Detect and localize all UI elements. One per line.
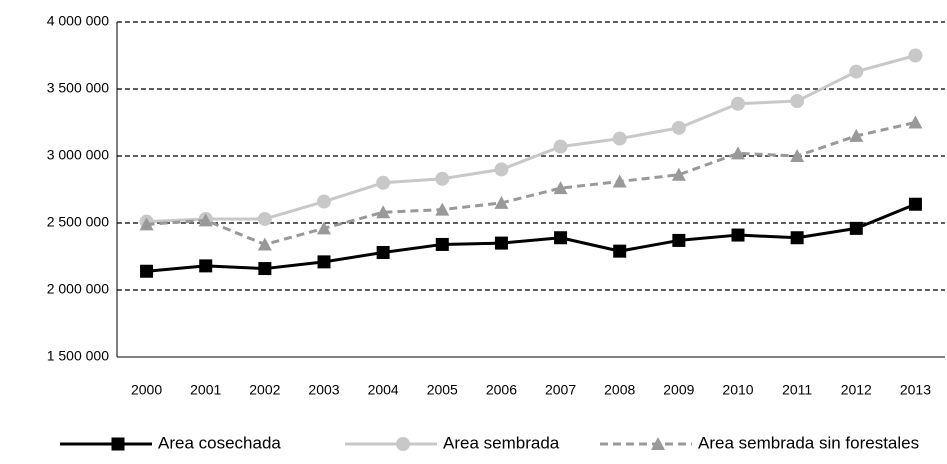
data-point bbox=[554, 231, 568, 245]
data-point bbox=[672, 233, 686, 247]
y-tick-label: 2 000 000 bbox=[47, 281, 109, 297]
data-point bbox=[140, 264, 154, 278]
series-line bbox=[146, 202, 916, 273]
data-point bbox=[849, 221, 863, 235]
data-point bbox=[908, 115, 923, 129]
x-tick-label: 2011 bbox=[782, 382, 812, 398]
y-tick-label: 1 500 000 bbox=[47, 348, 109, 364]
x-tick-label: 2002 bbox=[249, 382, 280, 398]
data-point bbox=[613, 244, 627, 258]
data-point bbox=[376, 205, 391, 219]
data-point bbox=[908, 48, 923, 63]
data-point bbox=[908, 197, 922, 211]
data-point bbox=[317, 221, 331, 235]
data-point bbox=[494, 162, 509, 177]
series-line bbox=[146, 54, 916, 224]
data-point bbox=[553, 181, 568, 195]
data-point bbox=[731, 228, 745, 242]
legend-label: Area cosechada bbox=[158, 433, 281, 452]
x-tick-label: 2009 bbox=[663, 382, 694, 398]
y-tick-label: 3 000 000 bbox=[47, 147, 109, 163]
x-tick-label: 2004 bbox=[368, 382, 399, 398]
data-point bbox=[317, 194, 331, 209]
data-point bbox=[790, 149, 805, 162]
data-point bbox=[198, 213, 213, 227]
y-tick-label: 2 500 000 bbox=[47, 214, 109, 230]
data-point bbox=[258, 262, 272, 276]
data-point bbox=[494, 236, 508, 250]
legend-label: Area sembrada bbox=[443, 433, 560, 452]
y-tick-label: 4 000 000 bbox=[47, 13, 109, 29]
data-point bbox=[376, 175, 391, 190]
data-point bbox=[376, 245, 390, 259]
x-tick-label: 2005 bbox=[427, 382, 458, 398]
data-point bbox=[553, 139, 568, 154]
data-point bbox=[790, 231, 804, 245]
data-point bbox=[731, 96, 745, 111]
x-tick-label: 2008 bbox=[604, 382, 635, 398]
data-point bbox=[257, 237, 272, 251]
x-tick-label: 2001 bbox=[190, 382, 221, 398]
legend-label: Area sembrada sin forestales bbox=[698, 433, 919, 452]
data-point bbox=[435, 202, 450, 216]
data-point bbox=[435, 237, 449, 251]
data-point bbox=[257, 211, 272, 226]
data-point bbox=[790, 94, 805, 109]
data-point bbox=[494, 195, 509, 209]
data-point bbox=[199, 259, 213, 273]
data-point bbox=[731, 146, 745, 160]
data-point bbox=[671, 167, 686, 181]
x-tick-label: 2010 bbox=[722, 382, 753, 398]
data-point bbox=[139, 217, 154, 231]
data-point bbox=[317, 255, 331, 269]
data-point bbox=[612, 174, 627, 188]
x-tick-label: 2013 bbox=[900, 382, 931, 398]
x-tick-label: 2007 bbox=[545, 382, 576, 398]
legend-marker bbox=[651, 437, 665, 450]
series-line bbox=[146, 121, 916, 246]
x-tick-label: 2000 bbox=[131, 382, 162, 398]
data-point bbox=[849, 128, 864, 142]
y-tick-label: 3 500 000 bbox=[47, 80, 109, 96]
legend-marker bbox=[111, 437, 125, 451]
x-tick-label: 2003 bbox=[308, 382, 339, 398]
x-tick-label: 2006 bbox=[486, 382, 517, 398]
data-point bbox=[671, 120, 686, 135]
data-point bbox=[612, 131, 627, 146]
x-tick-label: 2012 bbox=[841, 382, 872, 398]
data-point bbox=[849, 64, 864, 79]
legend-marker bbox=[396, 437, 410, 451]
data-point bbox=[435, 171, 450, 186]
